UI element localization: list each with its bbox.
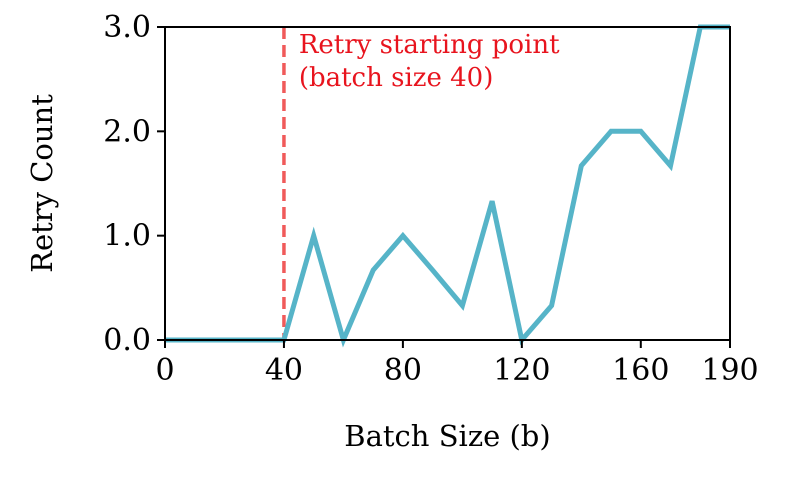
x-tick-label: 160 [612,353,669,388]
y-axis-ticks: 0.0 1.0 2.0 3.0 [103,10,165,358]
x-tick-label: 40 [265,353,303,388]
x-tick-label: 190 [701,353,758,388]
x-tick-label: 120 [493,353,550,388]
annotation-line-1: Retry starting point [299,30,560,60]
y-tick-label: 1.0 [103,219,151,254]
y-tick-label: 3.0 [103,10,151,45]
x-tick-label: 0 [155,353,174,388]
axes-frame [164,26,731,341]
x-axis-ticks: 0 40 80 120 160 190 [155,340,759,388]
y-tick-label: 2.0 [103,114,151,149]
x-tick-label: 80 [384,353,422,388]
annotation-text: Retry starting point (batch size 40) [299,30,568,93]
y-axis-title: Retry Count [25,94,59,273]
x-axis-title: Batch Size (b) [344,419,550,453]
annotation-line-2: (batch size 40) [299,63,494,93]
axes [164,26,731,341]
y-tick-label: 0.0 [103,323,151,358]
